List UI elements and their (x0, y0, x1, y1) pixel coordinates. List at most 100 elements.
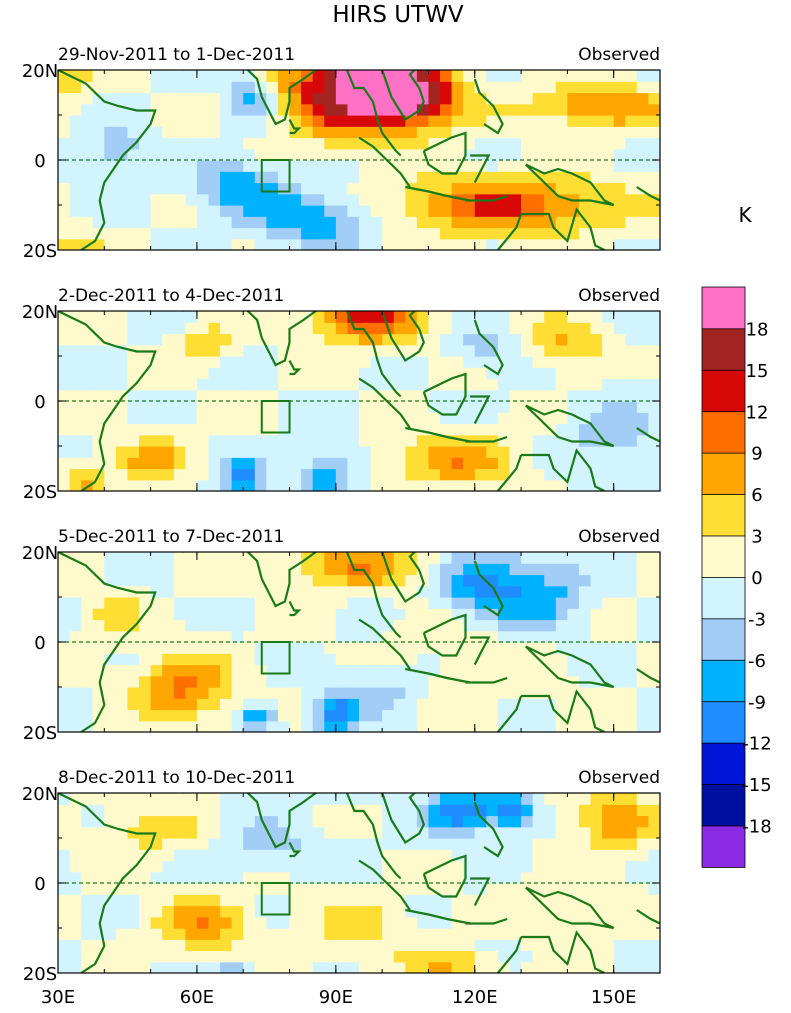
heat-cell (173, 182, 186, 195)
heat-cell (497, 468, 511, 481)
heat-cell (81, 826, 94, 839)
heat-cell (104, 344, 117, 357)
heat-cell (405, 883, 418, 895)
heat-cell (370, 81, 383, 94)
heat-cell (277, 434, 291, 447)
heat-cell (81, 928, 94, 940)
heat-cell (636, 205, 650, 217)
heat-cell (636, 103, 650, 116)
heat-cell (173, 928, 186, 940)
heat-cell (104, 849, 117, 862)
heat-cell (590, 238, 603, 250)
heat-cell (474, 793, 487, 805)
heat-cell (532, 619, 545, 632)
heat-cell (173, 389, 186, 402)
heat-cell (636, 434, 650, 447)
heat-cell (69, 311, 82, 323)
heat-cell (69, 92, 82, 105)
heat-cell (463, 793, 476, 805)
heat-cell (277, 574, 291, 587)
heat-cell (301, 457, 314, 470)
heat-cell (104, 446, 117, 458)
heat-cell (289, 597, 302, 609)
heat-cell (335, 826, 349, 839)
heat-cell (289, 92, 302, 105)
heat-cell (289, 838, 302, 850)
heat-cell (254, 950, 267, 963)
heat-cell (521, 804, 534, 817)
heat-cell (243, 804, 256, 817)
heat-cell (532, 905, 545, 918)
heat-cell (243, 389, 256, 402)
heat-cell (173, 171, 186, 184)
heat-cell (69, 928, 82, 940)
heat-cell (173, 412, 186, 425)
heat-cell (150, 356, 163, 368)
heat-cell (81, 81, 94, 94)
heat-cell (578, 344, 592, 357)
heat-cell (324, 608, 337, 621)
heat-cell (578, 389, 592, 402)
heat-cell (636, 849, 650, 862)
heat-cell (150, 412, 163, 425)
heat-cell (602, 585, 615, 598)
heat-cell (289, 698, 302, 711)
heat-cell (81, 916, 94, 929)
heat-cell (69, 563, 82, 576)
heat-cell (359, 81, 372, 94)
heat-cell (428, 311, 441, 323)
heat-cell (173, 709, 186, 722)
heat-cell (196, 815, 210, 828)
heat-cell (555, 597, 568, 609)
heat-cell (277, 70, 291, 82)
heat-cell (393, 905, 406, 918)
heat-cell (636, 894, 650, 907)
heat-cell (625, 238, 638, 250)
heat-cell (150, 720, 163, 732)
heat-cell (590, 815, 603, 828)
heat-cell (440, 423, 453, 436)
heat-cell (254, 103, 267, 116)
heat-cell (92, 344, 105, 357)
heat-cell (532, 333, 545, 346)
heat-cell (382, 446, 395, 458)
heat-cell (58, 894, 71, 907)
heat-cell (497, 720, 511, 732)
coastline (497, 936, 523, 973)
heat-cell (405, 468, 418, 481)
heat-cell (451, 103, 464, 116)
colorbar-swatch (701, 576, 746, 620)
heat-cell (544, 216, 557, 229)
heat-cell (254, 70, 267, 82)
heat-cell (312, 928, 325, 940)
heat-cell (127, 412, 140, 425)
coastline (524, 645, 615, 689)
coastline (246, 70, 402, 157)
colorbar-swatch (701, 452, 746, 495)
heat-cell (602, 115, 615, 127)
heat-cell (150, 92, 163, 105)
heat-cell (58, 103, 71, 116)
heat-cell (382, 905, 395, 918)
heat-cell (567, 950, 580, 963)
heat-cell (69, 137, 82, 150)
heat-cell (590, 574, 603, 587)
heat-cell (81, 838, 94, 850)
heat-cell (382, 468, 395, 481)
heat-cell (648, 552, 660, 564)
heat-cell (613, 563, 626, 576)
heat-cell (486, 642, 499, 654)
heat-cell (474, 585, 487, 598)
heat-cell (370, 961, 383, 973)
heat-cell (532, 446, 545, 458)
heat-cell (139, 664, 152, 677)
heat-cell (92, 642, 105, 654)
heat-cell (370, 92, 383, 105)
heat-field (58, 70, 660, 250)
heat-cell (463, 70, 476, 82)
heat-cell (81, 698, 94, 711)
heat-cell (497, 126, 511, 139)
heat-cell (393, 849, 406, 862)
heat-cell (497, 148, 511, 161)
heat-cell (555, 322, 568, 335)
